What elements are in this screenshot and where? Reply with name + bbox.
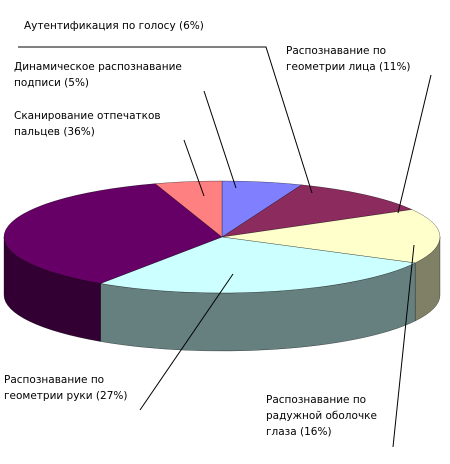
- slice-label-3: Распознавание по геометрии руки (27%): [4, 374, 127, 402]
- slice-label-line: пальцев (36%): [14, 126, 95, 138]
- slice-label-line: Распознавание по: [286, 45, 386, 57]
- pie-slices: [4, 181, 440, 293]
- slice-label-line: глаза (16%): [266, 426, 332, 438]
- slice-label-1: Распознавание по геометрии лица (11%): [286, 45, 411, 73]
- leader-line-1: [398, 75, 431, 213]
- slice-label-line: геометрии лица (11%): [286, 61, 411, 73]
- slice-label-2: Распознавание по радужной оболочке глаза (…: [266, 394, 377, 438]
- leader-line-5: [204, 91, 236, 188]
- slice-label-0: Аутентификация по голосу (6%): [24, 20, 204, 32]
- slice-label-line: подписи (5%): [14, 77, 89, 89]
- slice-label-4: Сканирование отпечатков пальцев (36%): [14, 110, 161, 138]
- slice-label-line: геометрии руки (27%): [4, 390, 127, 402]
- slice-label-line: Сканирование отпечатков: [14, 110, 161, 122]
- slice-label-line: радужной оболочке: [266, 410, 377, 422]
- slice-label-line: Распознавание по: [4, 374, 104, 386]
- slice-label-line: Аутентификация по голосу (6%): [24, 20, 204, 32]
- slice-label-line: Распознавание по: [266, 394, 366, 406]
- slice-label-line: Динамическое распознавание: [14, 61, 182, 73]
- slice-label-5: Динамическое распознавание подписи (5%): [14, 61, 182, 89]
